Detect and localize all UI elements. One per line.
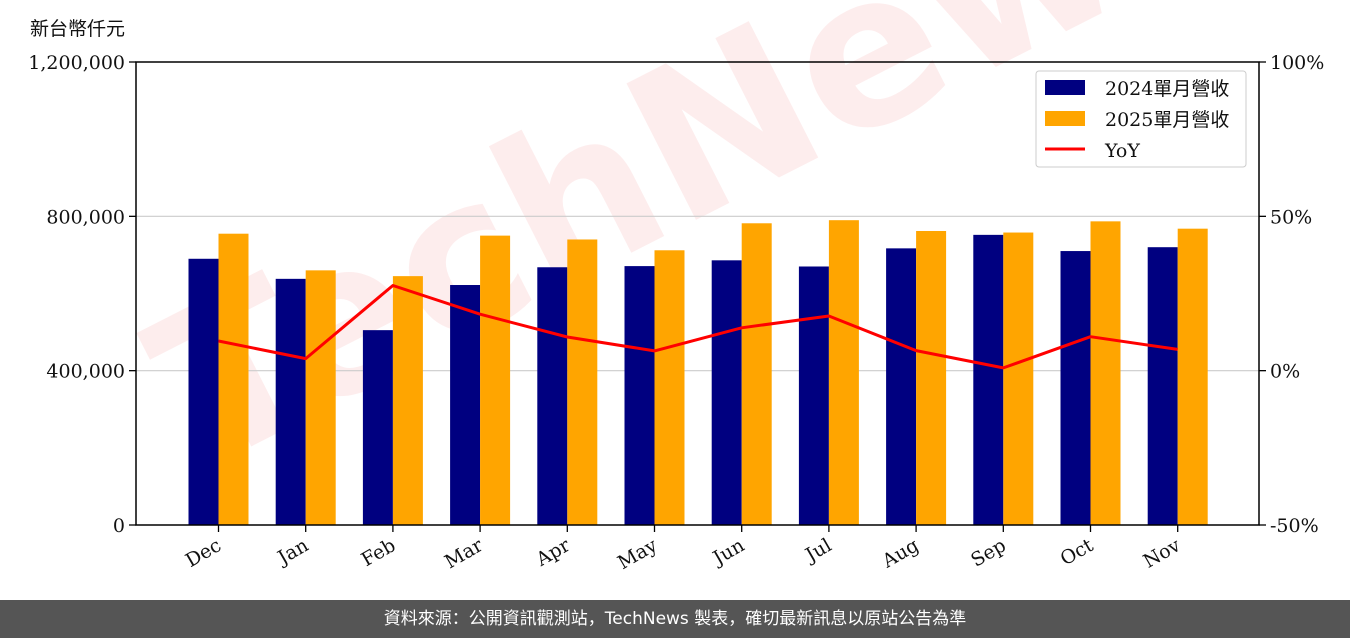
yoy-line	[218, 284, 1178, 370]
bar-2024-aug	[886, 248, 917, 526]
bar-2024-jul	[798, 266, 829, 525]
legend-label-2024: 2024單月營收	[1105, 78, 1229, 100]
legend-label-2025: 2025單月營收	[1105, 109, 1229, 131]
right-tick-label-3: 100%	[1270, 52, 1324, 74]
bars	[188, 220, 1208, 526]
bar-2025-dec	[218, 233, 249, 525]
bar-2025-sep	[1003, 232, 1034, 525]
right-tick-label-2: 50%	[1270, 206, 1312, 228]
left-axis-unit-label: 新台幣仟元	[30, 18, 126, 40]
bar-2025-apr	[567, 239, 598, 525]
left-tick-label-0: 0	[113, 515, 125, 537]
revenue-chart: TechNews 0400,000800,0001,200,000-50%0%5…	[28, 0, 1324, 574]
x-tick-label-mar: Mar	[441, 534, 487, 573]
legend-swatch-2024	[1045, 80, 1085, 95]
x-tick-label-jul: Jul	[800, 534, 835, 567]
bar-2025-jan	[305, 270, 336, 525]
bar-2025-aug	[916, 230, 947, 525]
bar-2024-dec	[188, 258, 219, 525]
legend: 2024單月營收 2025單月營收 YoY	[1035, 70, 1247, 168]
left-tick-label-3: 1,200,000	[28, 52, 125, 74]
bar-2024-nov	[1147, 247, 1178, 525]
bar-2025-mar	[480, 235, 511, 525]
bar-2024-oct	[1060, 251, 1091, 525]
bar-2025-may	[654, 250, 685, 525]
x-tick-label-apr: Apr	[532, 534, 575, 571]
right-tick-label-1: 0%	[1270, 361, 1300, 383]
x-tick-label-dec: Dec	[182, 534, 225, 572]
source-footer: 資料來源：公開資訊觀測站，TechNews 製表，確切最新訊息以原站公告為準	[0, 600, 1350, 638]
bar-2024-sep	[973, 234, 1004, 525]
bar-2024-jun	[711, 260, 742, 525]
left-tick-label-2: 800,000	[46, 206, 125, 228]
bar-2024-mar	[450, 285, 481, 525]
x-tick-label-nov: Nov	[1140, 534, 1185, 573]
right-tick-label-0: -50%	[1270, 515, 1319, 537]
bar-2024-feb	[362, 330, 393, 525]
bar-2024-jan	[275, 278, 306, 525]
bar-2025-feb	[392, 276, 423, 525]
legend-label-yoy: YoY	[1104, 140, 1140, 162]
bar-2024-apr	[537, 267, 568, 525]
bar-2024-may	[624, 266, 655, 525]
yoy-line-layer	[218, 284, 1178, 370]
x-tick-label-jan: Jan	[272, 534, 312, 570]
left-tick-label-1: 400,000	[46, 361, 125, 383]
plot-frame	[135, 61, 1260, 526]
x-tick-label-jun: Jun	[708, 534, 749, 570]
bar-2025-nov	[1177, 228, 1208, 525]
legend-swatch-2025	[1045, 111, 1085, 126]
bar-2025-jun	[741, 223, 772, 526]
x-tick-label-aug: Aug	[878, 534, 923, 573]
x-tick-label-may: May	[614, 534, 661, 574]
bar-2025-oct	[1090, 221, 1121, 525]
legend-box	[1035, 70, 1247, 168]
bar-2025-jul	[828, 220, 859, 526]
x-tick-label-feb: Feb	[358, 534, 400, 571]
x-tick-label-sep: Sep	[967, 534, 1010, 571]
x-tick-label-oct: Oct	[1057, 534, 1098, 570]
